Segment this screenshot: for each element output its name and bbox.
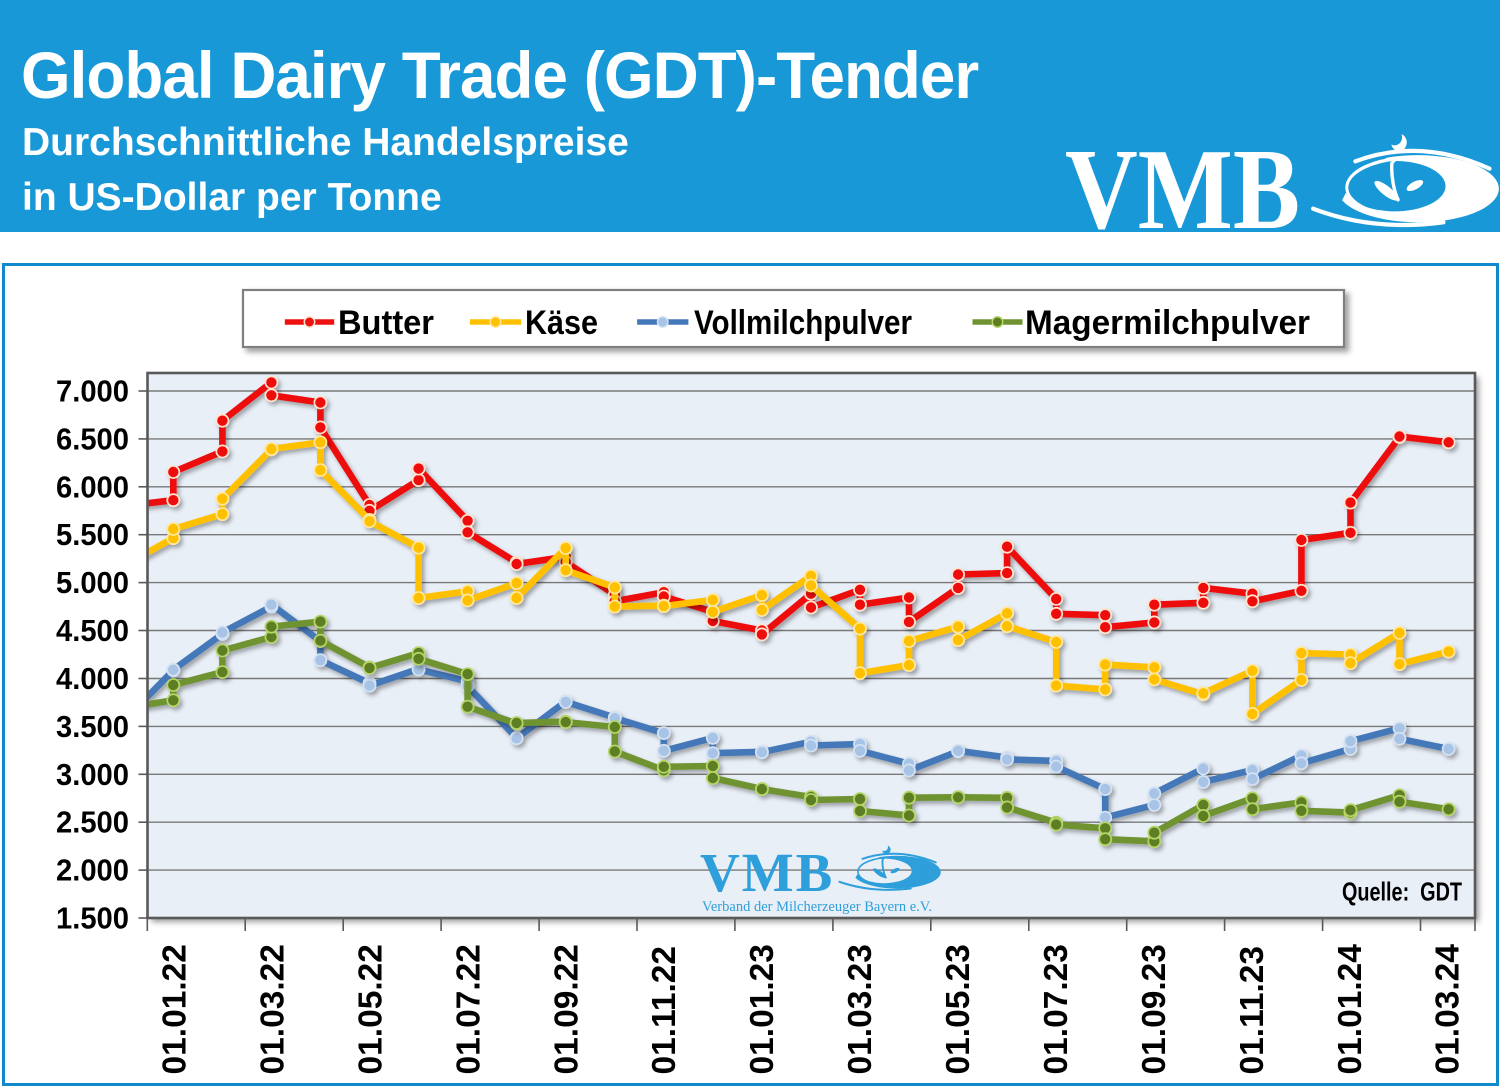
svg-text:2.000: 2.000 <box>56 853 129 888</box>
svg-text:4.500: 4.500 <box>56 613 129 648</box>
svg-text:01.07.22: 01.07.22 <box>450 944 487 1074</box>
svg-text:3.500: 3.500 <box>56 709 129 744</box>
svg-text:01.11.23: 01.11.23 <box>1234 946 1271 1075</box>
svg-text:Käse: Käse <box>525 304 598 342</box>
svg-text:01.09.22: 01.09.22 <box>548 944 585 1074</box>
svg-text:01.11.22: 01.11.22 <box>646 946 683 1075</box>
svg-text:5.000: 5.000 <box>56 565 129 600</box>
svg-text:Vollmilchpulver: Vollmilchpulver <box>694 304 912 342</box>
svg-text:7.000: 7.000 <box>56 374 129 409</box>
svg-text:5.500: 5.500 <box>56 517 129 552</box>
svg-text:01.03.22: 01.03.22 <box>254 944 291 1074</box>
svg-text:VMB: VMB <box>700 842 834 903</box>
svg-text:Quelle: GDT: Quelle: GDT <box>1342 877 1462 907</box>
svg-text:01.01.22: 01.01.22 <box>157 944 194 1074</box>
svg-text:6.500: 6.500 <box>56 421 129 456</box>
svg-text:01.03.23: 01.03.23 <box>842 944 879 1074</box>
svg-text:Butter: Butter <box>338 304 434 342</box>
svg-text:Magermilchpulver: Magermilchpulver <box>1025 304 1310 342</box>
svg-text:01.05.23: 01.05.23 <box>940 944 977 1074</box>
svg-text:Verband der Milcherzeuger Baye: Verband der Milcherzeuger Bayern e.V. <box>702 899 932 915</box>
svg-text:3.000: 3.000 <box>56 757 129 792</box>
svg-text:01.03.24: 01.03.24 <box>1430 944 1467 1075</box>
svg-text:4.000: 4.000 <box>56 661 129 696</box>
svg-text:01.09.23: 01.09.23 <box>1136 944 1173 1074</box>
svg-text:01.05.22: 01.05.22 <box>352 944 389 1074</box>
svg-text:01.01.23: 01.01.23 <box>744 944 781 1074</box>
svg-text:01.01.24: 01.01.24 <box>1332 944 1369 1075</box>
svg-text:2.500: 2.500 <box>56 805 129 840</box>
svg-text:1.500: 1.500 <box>56 901 129 936</box>
svg-text:6.000: 6.000 <box>56 469 129 504</box>
svg-text:01.07.23: 01.07.23 <box>1038 944 1075 1074</box>
